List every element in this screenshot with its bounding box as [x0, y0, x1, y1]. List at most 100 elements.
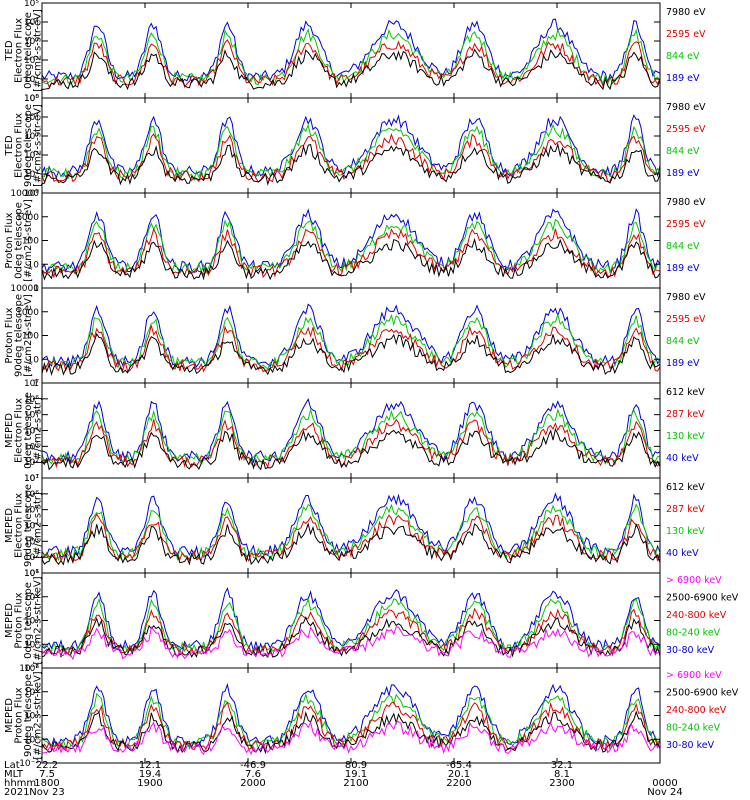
series-line [42, 114, 660, 179]
footer-tick-value: 7.6 [245, 769, 261, 780]
y-tick-label: 10⁴ [24, 18, 39, 28]
footer-row-label: 2021 [4, 787, 29, 798]
legend-entry: 40 keV [666, 453, 699, 464]
series-line [42, 39, 660, 89]
footer-tick-value: 0000 [652, 778, 677, 789]
footer-tick-value: 1900 [137, 778, 162, 789]
legend-entry: 189 eV [666, 263, 700, 274]
series-line [42, 513, 660, 563]
series-line [42, 701, 660, 752]
y-tick-label: 10¹ [24, 474, 39, 484]
footer-tick-value: -46.9 [240, 760, 266, 771]
legend-entry: 287 keV [666, 409, 705, 420]
y-tick-label: 10² [24, 151, 39, 161]
flux-traces [42, 303, 660, 376]
legend-entry: 612 keV [666, 482, 705, 493]
y-axis-label: Electron Flux [14, 398, 25, 463]
y-axis-label: 90deg telescope [23, 104, 34, 187]
y-axis-label: 90deg telescope [23, 484, 34, 567]
y-tick-label: 10² [24, 56, 39, 66]
y-axis-label: TED [4, 135, 15, 156]
y-axis-label: Electron Flux [14, 18, 25, 83]
y-tick-label: 10⁰ [24, 189, 39, 199]
y-tick-label: 10⁵ [24, 411, 39, 421]
footer-tick-value: 8.1 [554, 769, 570, 780]
y-tick-label: 10⁵ [24, 0, 39, 9]
series-line [42, 332, 660, 376]
flux-traces [42, 586, 660, 661]
series-line [42, 597, 660, 655]
footer-tick-value: Nov 24 [647, 787, 682, 798]
series-line [42, 303, 660, 368]
legend-entry: 40 keV [666, 548, 699, 559]
y-tick-label: 10⁶ [24, 569, 39, 579]
y-tick-label: 10⁶ [24, 395, 39, 405]
series-line [42, 615, 660, 659]
flux-traces [42, 682, 660, 756]
y-tick-label: 10² [24, 553, 39, 563]
y-axis-label: 90deg telescope [14, 294, 25, 377]
series-line [42, 682, 660, 748]
y-tick-label: 10⁶ [24, 664, 39, 674]
y-axis-label: Electron Flux [14, 113, 25, 178]
y-axis-label: Proton Flux [14, 687, 25, 743]
legend-entry: 7980 eV [666, 197, 706, 208]
y-tick-label: 10¹ [24, 75, 39, 85]
y-tick-label: 10³ [24, 537, 39, 547]
footer-tick-value: 2300 [549, 778, 574, 789]
y-tick-label: 10⁴ [24, 593, 39, 603]
legend-entry: 2500-6900 keV [666, 688, 739, 699]
panel-frame [41, 192, 661, 289]
y-axis-label: [#/cm2-s-str-eV] [33, 9, 44, 92]
footer-tick-value: 2000 [240, 778, 265, 789]
y-tick-label: 10⁴ [24, 522, 39, 532]
series-line [42, 227, 660, 279]
y-axis-label: TED [4, 40, 15, 61]
series-line [42, 237, 660, 281]
y-tick-label: 10⁻² [19, 759, 39, 769]
y-axis-label: Proton Flux [4, 212, 15, 268]
y-tick-label: 100 [22, 332, 39, 342]
y-tick-label: 10² [24, 617, 39, 627]
series-line [42, 721, 660, 756]
series-line [42, 418, 660, 469]
flux-traces [42, 208, 660, 281]
y-tick-label: 10⁰ [24, 94, 39, 104]
legend-entry: 240-800 keV [666, 610, 727, 621]
y-axis-label: 0deg telescope [14, 202, 25, 279]
legend-entry: 240-800 keV [666, 705, 727, 716]
series-line [42, 27, 660, 86]
y-tick-label: 10⁴ [24, 688, 39, 698]
y-tick-label: 10² [24, 712, 39, 722]
y-tick-label: 10⁰ [24, 640, 39, 650]
legend-entry: 844 eV [666, 241, 700, 252]
footer-tick-value: 22.2 [36, 760, 58, 771]
y-axis-label: 0deg telescope [23, 582, 34, 659]
y-axis-label: 0deg telescope [23, 392, 34, 469]
y-tick-label: 10³ [24, 132, 39, 142]
y-axis-label: MEPED [4, 603, 15, 638]
y-axis-label: Proton Flux [4, 307, 15, 363]
y-tick-label: 1 [33, 284, 39, 294]
y-axis-label: [#/cm2-s-str-eV] [23, 294, 34, 377]
y-tick-label: 10² [24, 458, 39, 468]
y-axis-label: 0deg telescope [23, 12, 34, 89]
legend-entry: > 6900 keV [666, 575, 722, 586]
series-line [42, 18, 660, 84]
legend-entry: 2595 eV [666, 29, 706, 40]
legend-entry: > 6900 keV [666, 670, 722, 681]
y-axis-label: [#/cm2-s-str-keV] [33, 671, 44, 759]
y-tick-label: 10⁵ [24, 506, 39, 516]
y-axis-label: 90deg telescope [23, 674, 34, 757]
panel-frame [41, 287, 661, 384]
legend-entry: 30-80 keV [666, 645, 715, 656]
footer-tick-value: 2100 [343, 778, 368, 789]
footer-tick-value: 12.1 [139, 760, 161, 771]
legend-entry: 189 eV [666, 358, 700, 369]
flux-traces [42, 398, 660, 471]
y-axis-label: [#/cm2-s-str] [33, 492, 44, 559]
